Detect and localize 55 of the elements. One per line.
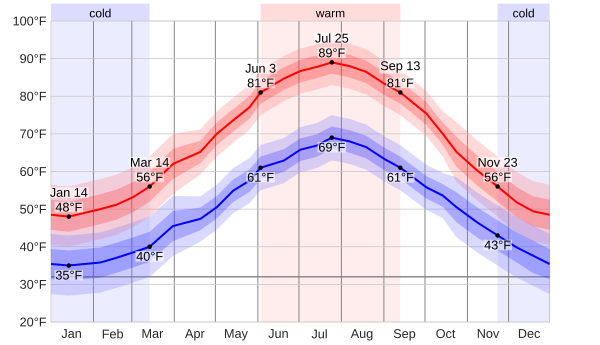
annotation: 56°F	[484, 172, 511, 182]
x-tick-label: Nov	[478, 329, 500, 338]
annotation: Jul 25	[315, 33, 348, 43]
y-tick-label: 50°F	[20, 204, 46, 214]
point	[66, 214, 72, 219]
annotation: Sep 13	[380, 61, 420, 73]
point	[330, 60, 334, 65]
x-tick-label: Apr	[185, 329, 204, 341]
band-label: cold	[90, 8, 111, 18]
annotation: Jan 14	[50, 188, 88, 197]
x-tick-label: Feb	[102, 329, 124, 339]
annotation: 69°F	[319, 142, 345, 152]
point	[398, 90, 403, 95]
band-label: cold	[513, 8, 534, 18]
y-tick-label: 90°F	[20, 54, 46, 64]
point	[398, 166, 403, 170]
annotation: 56°F	[136, 172, 163, 182]
x-tick-label: Mar	[142, 329, 164, 338]
annotation: 40°F	[136, 252, 163, 261]
point	[495, 184, 500, 189]
annotation: 61°F	[248, 172, 274, 182]
y-tick-label: 40°F	[20, 242, 46, 252]
line-series	[50, 136, 551, 267]
x-tick-label: Oct	[436, 329, 456, 338]
annotation: 35°F	[56, 270, 82, 280]
point	[330, 135, 334, 140]
x-tick-label: Jan	[62, 329, 81, 338]
point	[258, 166, 263, 170]
annotation: 89°F	[318, 48, 345, 58]
x-tick-label: Aug	[350, 329, 372, 341]
annotation: 61°F	[388, 172, 414, 182]
annotation: Nov 23	[478, 158, 518, 167]
point	[258, 90, 263, 95]
annotation: Jun 3	[245, 64, 276, 73]
point	[147, 184, 152, 189]
annotation: 48°F	[56, 202, 82, 212]
point	[66, 263, 72, 268]
x-tick-label: Sep	[394, 329, 416, 341]
y-tick-label: 60°F	[20, 167, 46, 176]
y-tick-label: 70°F	[20, 129, 46, 138]
point	[495, 233, 500, 238]
annotation: 81°F	[248, 78, 274, 88]
y-tick-label: 20°F	[20, 318, 46, 327]
x-tick-label: Jun	[268, 329, 288, 338]
point	[147, 244, 152, 250]
x-tick-label: Jul	[312, 329, 327, 339]
y-tick-label: 80°F	[20, 92, 46, 101]
y-tick-label: 100°F	[14, 16, 46, 26]
annotation: 81°F	[387, 78, 414, 88]
x-tick-label: Dec	[518, 329, 540, 338]
x-tick-label: May	[225, 329, 248, 341]
annotation: 43°F	[484, 240, 511, 250]
band-label: warm	[316, 10, 344, 18]
annotation: Mar 14	[130, 158, 169, 167]
y-tick-label: 30°F	[20, 280, 46, 289]
